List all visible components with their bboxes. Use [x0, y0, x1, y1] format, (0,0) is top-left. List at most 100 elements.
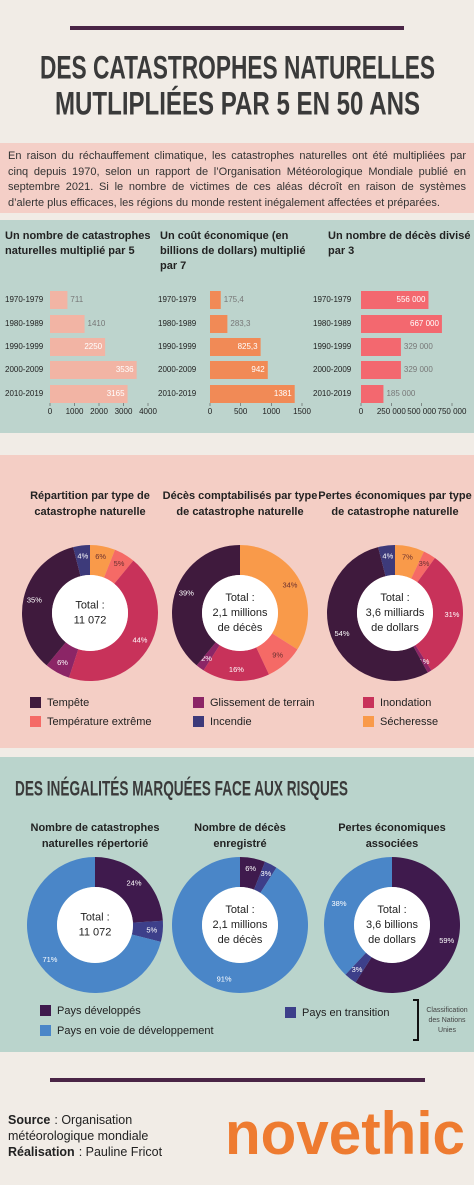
legend-label: Inondation — [380, 697, 431, 709]
chart-title: Un nombre de décès divisé — [328, 230, 470, 242]
bar — [50, 291, 68, 309]
x-tick-label: 0 — [359, 407, 364, 416]
pie-slice — [240, 857, 266, 890]
legend-label: Tempête — [47, 697, 89, 709]
legend-swatch — [30, 697, 41, 708]
source-text: : Organisation météorologique mondiale — [8, 1113, 149, 1143]
chart-title: de catastrophe naturelle — [331, 506, 458, 518]
legend-label: Incendie — [210, 716, 252, 728]
category-label: 2010-2019 — [5, 389, 44, 398]
source-label: Source — [8, 1113, 51, 1127]
value-label: 283,3 — [230, 319, 251, 328]
chart-title: par 7 — [160, 260, 186, 272]
value-label: 3165 — [107, 389, 125, 398]
slice-label: 31% — [444, 610, 459, 619]
slice-label: 1% — [419, 657, 430, 666]
slice-label: 16% — [229, 665, 244, 674]
center-label: 2,1 millions — [212, 607, 268, 619]
center-label: 11 072 — [74, 614, 107, 626]
chart-title: de catastrophe naturelle — [176, 506, 303, 518]
legend-swatch — [40, 1025, 51, 1036]
legend-label: Température extrême — [47, 716, 152, 728]
center-label: 3,6 billions — [366, 919, 418, 931]
bar — [361, 385, 384, 403]
center-label: de dollars — [371, 622, 419, 634]
pie-slice — [395, 545, 424, 579]
legend-label: Pays en transition — [302, 1007, 389, 1019]
x-tick-label: 1500 — [293, 407, 311, 416]
source: Source: Organisation météorologique mond… — [8, 1112, 218, 1144]
donut-hole — [357, 575, 433, 651]
slice-label: 6% — [245, 864, 256, 873]
pie-slice — [415, 557, 463, 671]
category-label: 1990-1999 — [313, 342, 352, 351]
chart-title: Répartition par type de — [30, 490, 150, 502]
pie-slice — [68, 560, 158, 681]
slice-label: 9% — [272, 651, 283, 660]
pie-slice — [196, 642, 220, 671]
center-label: Total : — [225, 904, 254, 916]
slice-label: 3% — [419, 559, 430, 568]
pie-slice — [46, 642, 79, 678]
x-tick-label: 3000 — [115, 407, 133, 416]
pie-slice — [413, 645, 432, 673]
slice-label: 2% — [201, 654, 212, 663]
chart-title: par 3 — [328, 245, 354, 257]
category-label: 1970-1979 — [313, 295, 352, 304]
pie-slice — [172, 857, 309, 994]
slice-label: 24% — [127, 878, 142, 887]
credit: Réalisation: Pauline Fricot — [8, 1144, 218, 1160]
value-label: 329 000 — [404, 365, 433, 374]
value-label: 3536 — [116, 365, 134, 374]
bar — [210, 361, 268, 379]
chart-title: Pertes économiques par type — [318, 490, 471, 502]
category-label: 1990-1999 — [5, 342, 44, 351]
legend-swatch — [40, 1005, 51, 1016]
main-title: MUTLIPLIÉES PAR 5 EN 50 ANS — [55, 85, 420, 121]
legend-swatch — [30, 716, 41, 727]
slice-label: 5% — [114, 559, 125, 568]
value-label: 711 — [70, 295, 83, 304]
slice-label: 7% — [402, 552, 413, 561]
pie-slice — [203, 645, 269, 681]
intro-band — [0, 143, 474, 213]
category-label: 1980-1989 — [158, 319, 197, 328]
legend-swatch — [193, 697, 204, 708]
center-label: Total : — [225, 592, 254, 604]
center-label: Total : — [380, 592, 409, 604]
category-label: 1990-1999 — [158, 342, 197, 351]
pie-slice — [345, 952, 372, 983]
section-title: DES INÉGALITÉS MARQUÉES FACE AUX RISQUES — [15, 778, 348, 801]
value-label: 825,3 — [238, 342, 259, 351]
bar — [50, 385, 128, 403]
value-label: 329 000 — [404, 342, 433, 351]
bar — [361, 291, 429, 309]
slice-label: 44% — [132, 635, 147, 644]
category-label: 1980-1989 — [5, 319, 44, 328]
bar — [210, 291, 221, 309]
x-tick-label: 2000 — [90, 407, 108, 416]
center-label: Total : — [377, 904, 406, 916]
slice-label: 4% — [382, 551, 393, 560]
legend-label: Pays développés — [57, 1005, 141, 1017]
slice-label: 35% — [27, 596, 42, 605]
x-tick-label: 500 — [234, 407, 248, 416]
slice-label: 3% — [352, 965, 363, 974]
donut-hole — [202, 575, 278, 651]
chart-title: associées — [366, 838, 419, 850]
pie-slice — [253, 861, 277, 893]
x-tick-label: 1000 — [262, 407, 280, 416]
slice-label: 4% — [77, 551, 88, 560]
bar — [361, 338, 401, 356]
bar — [210, 385, 295, 403]
center-label: Total : — [75, 599, 104, 611]
value-label: 2250 — [84, 342, 102, 351]
center-label: 3,6 milliards — [366, 607, 425, 619]
value-label: 556 000 — [397, 295, 426, 304]
bar — [210, 315, 228, 333]
legend-swatch — [285, 1007, 296, 1018]
chart-title: catastrophe naturelle — [34, 506, 145, 518]
legend-note: Unies — [438, 1027, 456, 1034]
chart-title: Nombre de décès — [194, 822, 286, 834]
